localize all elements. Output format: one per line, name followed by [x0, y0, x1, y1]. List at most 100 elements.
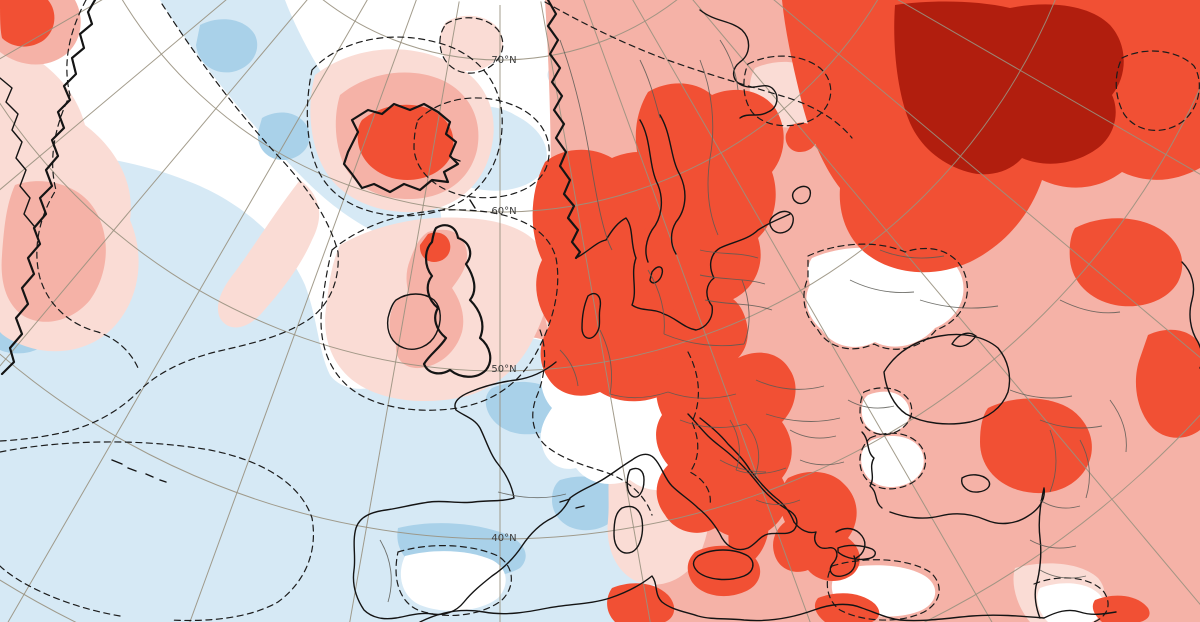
- coast-aegean-wturkey: [861, 431, 883, 509]
- coast-adriatic-east: [699, 417, 795, 523]
- border-poland: [647, 269, 750, 347]
- region-se-corner-neutral: [1037, 583, 1105, 622]
- coast-ireland: [386, 293, 441, 350]
- coast-cyprus: [961, 474, 991, 493]
- coast-scandinavia-south-baltic: [575, 213, 791, 331]
- coast-bothnia-west: [639, 119, 663, 263]
- contour-channel-alps-west: [532, 329, 653, 516]
- region-wturkey-neutral-b: [861, 436, 924, 488]
- coast-crete: [837, 544, 877, 561]
- border-sweden-finland: [639, 59, 661, 119]
- graticule-meridian--40: [0, 0, 308, 367]
- region-balearic-cool-core: [552, 476, 620, 531]
- coast-caspian-nw: [1181, 261, 1200, 369]
- latitude-label-60n: 60°N: [491, 206, 516, 217]
- border-caucasus: [1009, 389, 1103, 429]
- region-greenland-warm2-core: [1, 181, 106, 322]
- border-romania-bulgaria: [755, 379, 895, 422]
- contour-greenland-edge: [36, 0, 139, 369]
- border-benelux: [559, 349, 579, 387]
- graticule-meridian-30: [632, 0, 993, 622]
- border-finland-russia: [699, 59, 719, 236]
- region-greece-warm3: [773, 471, 860, 582]
- region-iceland-warm1-tail: [217, 180, 320, 328]
- coast-kola-white-sea: [699, 9, 778, 119]
- latitude-label-50n: 50°N: [491, 364, 516, 375]
- border-north-russia: [719, 39, 739, 91]
- border-pyrenees: [497, 491, 567, 499]
- border-portugal-spain: [379, 539, 392, 603]
- region-egypt-warm3-spot: [1092, 595, 1150, 622]
- graticule-meridian--10: [349, 1, 460, 622]
- contour-alps-east: [687, 351, 711, 506]
- contour-topcenter-ring: [439, 17, 504, 74]
- country-border-layer: [379, 39, 1127, 603]
- coast-corsica: [626, 467, 645, 498]
- coast-gotland: [649, 266, 664, 284]
- coast-bothnia-east: [659, 114, 686, 255]
- graticule-meridian--50: [0, 0, 227, 191]
- region-wturkey-neutral-a: [861, 391, 910, 434]
- region-atlantic-main-cool: [0, 148, 659, 622]
- region-turkey-warm3: [980, 398, 1092, 494]
- contour-wturkey-rings: [859, 387, 927, 490]
- contour-crete-south-ring: [826, 559, 940, 621]
- contour-se-iceland-ring: [413, 97, 550, 199]
- coast-lake-onega: [791, 185, 812, 205]
- graticule-meridian-10: [540, 1, 651, 622]
- graticule-meridian-20: [583, 0, 811, 622]
- graticule-meridian-40: [692, 0, 1200, 606]
- coast-faroe-shetland-specks: [451, 157, 476, 209]
- region-finland-baltics-warm3: [634, 83, 784, 304]
- coast-sardinia: [613, 505, 644, 554]
- coast-balearics-specks: [559, 498, 585, 509]
- region-ladoga-warm3-spot: [785, 122, 818, 152]
- region-topcenter-warm1-spot: [439, 15, 503, 72]
- region-right-edge-warm3: [1135, 329, 1200, 438]
- region-ireland-warm2: [389, 293, 442, 351]
- border-balkans-mesh: [719, 419, 845, 505]
- region-scotland-warm3-spot: [419, 232, 451, 262]
- region-iberia-neutral: [400, 551, 506, 611]
- coast-greenland-inner: [0, 77, 35, 227]
- latitude-label-40n: 40°N: [491, 533, 516, 544]
- contour-se-corner: [1033, 577, 1109, 622]
- border-norway-sweden: [559, 39, 613, 251]
- graticule-meridian-50: [773, 0, 1200, 359]
- region-biscay-cool-core: [485, 381, 563, 435]
- contour-atlantic-ne: [0, 3, 339, 442]
- region-calabria-warm3: [728, 495, 769, 564]
- border-germany: [599, 329, 669, 399]
- contour-white-sea-ring: [743, 55, 832, 127]
- border-baltic-states: [699, 249, 773, 311]
- latitude-label-layer: 70°N 60°N 50°N 40°N: [491, 55, 516, 544]
- coast-azores-specks: [111, 459, 167, 483]
- latitude-label-70n: 70°N: [491, 55, 516, 66]
- coast-iceland: [342, 102, 460, 194]
- coast-greenland-east: [0, 0, 97, 376]
- coast-sicily: [692, 549, 754, 581]
- contour-uk-halo-ring: [320, 209, 559, 411]
- region-topleft-cool-core-a: [196, 19, 258, 73]
- contour-azores-ring: [0, 441, 315, 622]
- coast-north-africa: [419, 575, 1117, 622]
- coast-turkey-south-levant: [889, 487, 1045, 619]
- border-ukraine-russia: [849, 249, 945, 293]
- contour-iberia-ring: [395, 545, 512, 617]
- coast-lake-ladoga: [769, 210, 794, 234]
- region-ukraine-neutral: [806, 247, 964, 347]
- region-ne-russia-warm4-core: [894, 1, 1124, 175]
- contour-ukraine-ring: [803, 243, 968, 350]
- coast-great-britain: [422, 224, 492, 378]
- border-turkey-east: [1049, 399, 1127, 499]
- border-levant: [1029, 499, 1087, 579]
- region-iceland-warm3-core: [357, 104, 454, 180]
- region-sicily-warm3: [687, 545, 761, 597]
- coast-denmark: [581, 292, 602, 339]
- contour-scandinavia-north: [544, 1, 853, 139]
- graticule-meridian--20: [189, 0, 417, 622]
